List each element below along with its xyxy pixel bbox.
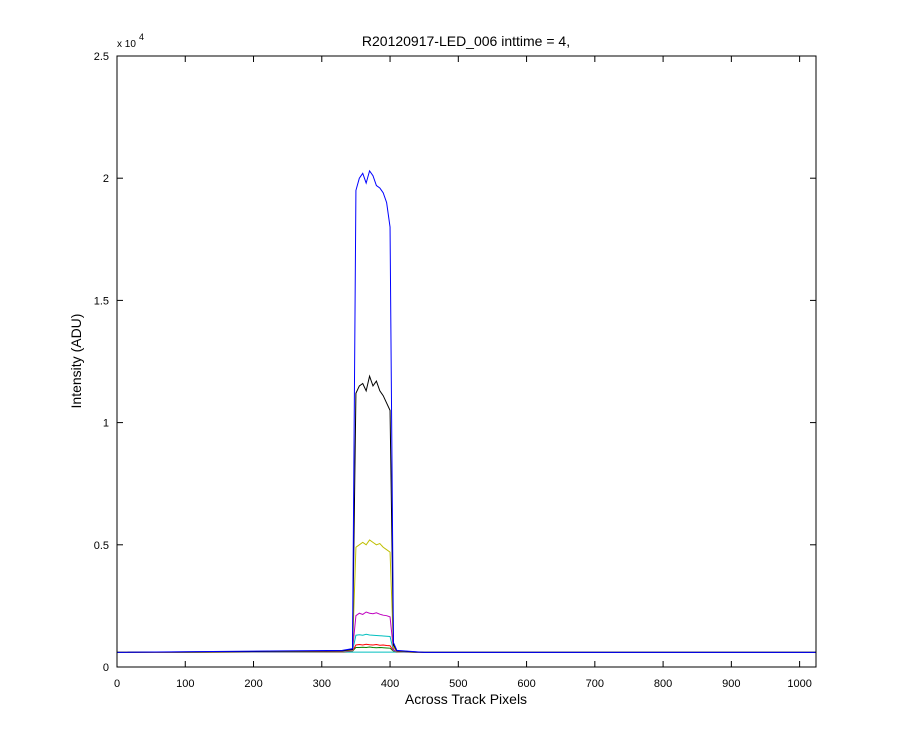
x-tick-label: 0 <box>114 678 120 690</box>
y-tick-label: 1.5 <box>94 295 109 307</box>
x-tick-label: 600 <box>517 678 535 690</box>
x-tick-label: 500 <box>449 678 467 690</box>
x-tick-label: 800 <box>654 678 672 690</box>
y-axis-label: Intensity (ADU) <box>68 314 84 409</box>
x-axis-label: Across Track Pixels <box>405 691 527 707</box>
chart-title: R20120917-LED_006 inttime = 4, <box>362 33 570 49</box>
data-line <box>116 169 816 653</box>
data-line <box>116 611 816 653</box>
y-tick-label: 0.5 <box>94 540 109 552</box>
plot-frame <box>116 55 817 668</box>
x-tick-label: 1000 <box>787 678 811 690</box>
data-line <box>116 374 816 653</box>
y-tick-label: 2.5 <box>94 51 109 63</box>
x-tick-label: 100 <box>176 678 194 690</box>
y-tick-label: 0 <box>103 662 109 674</box>
x-tick-label: 700 <box>586 678 604 690</box>
x-tick-label: 900 <box>722 678 740 690</box>
x-tick-label: 300 <box>313 678 331 690</box>
y-tick-label: 1 <box>103 418 109 430</box>
y-multiplier-exponent: 4 <box>139 32 144 42</box>
data-line <box>116 633 816 653</box>
data-line <box>116 539 816 653</box>
y-multiplier-base: x 10 <box>117 39 136 50</box>
x-tick-label: 200 <box>244 678 262 690</box>
plot-area <box>117 56 816 667</box>
y-tick-label: 2 <box>103 173 109 185</box>
x-tick-label: 400 <box>381 678 399 690</box>
